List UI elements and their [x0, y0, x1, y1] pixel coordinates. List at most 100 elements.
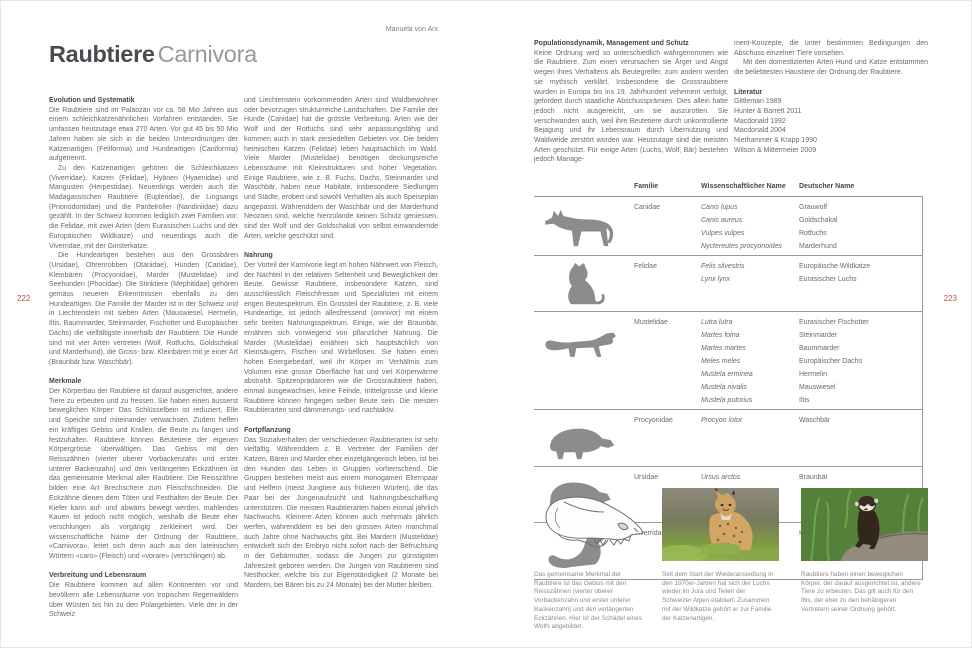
german-name-cell: Europäische Wildkatze Eurasischer Luchs [799, 260, 922, 309]
literature-entry: Niethammer & Krapp 1990 [734, 137, 817, 145]
species-german-name: Europäischer Dachs [799, 358, 863, 366]
species-scientific-name: Lynx lynx [701, 276, 731, 283]
body-paragraph: Der Vorteil der Karnivorie liegt im hohe… [244, 261, 438, 415]
cat-silhouette [534, 260, 634, 309]
species-scientific-name: Nyctereutes procyonoides [701, 243, 782, 250]
species-scientific-name: Canis aureus [701, 217, 743, 224]
left-page-column-2: und Liechtenstein vorkommenden Arten sin… [244, 96, 438, 591]
species-german-name: Rotfuchs [799, 230, 827, 237]
right-page-column-1: Populationsdynamik, Management und Schut… [534, 39, 728, 165]
body-paragraph: und Liechtenstein vorkommenden Arten sin… [244, 97, 438, 240]
caption-skull: Das gemeinsame Merkmal der Raubtiere ist… [534, 571, 642, 631]
species-german-name: Marderhund [799, 243, 837, 250]
table-body: Canidae Canis lupus Canis aureus Vulpes vul… [534, 196, 923, 580]
species-scientific-name: Procyon lotor [701, 417, 743, 425]
page-number-left: 222 [17, 294, 31, 303]
section-heading: Evolution und Systematik [49, 97, 135, 104]
species-scientific-name: Lutra lutra [701, 319, 733, 327]
scientific-name-cell: Felis silvestris Lynx lynx [701, 260, 799, 309]
german-name-cell: Eurasischer Fischotter Steinmarder Baummar… [799, 316, 922, 407]
species-scientific-name: Mustela putorius [701, 397, 753, 405]
table-group-mustelidae: Mustelidae Lutra lutra Martes foina Martes … [534, 311, 922, 409]
literature-entry: Wilson & Mittermeier 2009 [734, 146, 817, 154]
german-name-cell: Grauwolf Goldschakal Rotfuchs Marderhund [799, 201, 922, 253]
left-page-column-1: Evolution und Systematik Die Raubtiere si… [49, 96, 238, 620]
familie-cell: Mustelidae [634, 319, 668, 327]
species-scientific-name: Vulpes vulpes [701, 230, 745, 237]
page-number-right: 223 [943, 294, 957, 303]
table-header-row: Familie Wissenschaftlicher Name Deutsche… [534, 183, 923, 196]
body-paragraph: Die Raubtiere kommen auf allen Kontinent… [49, 582, 238, 619]
species-german-name: Waschbär [799, 417, 831, 425]
section-heading: Literatur [734, 88, 763, 96]
table-group-canidae: Canidae Canis lupus Canis aureus Vulpes vul… [534, 196, 922, 255]
species-scientific-name: Mustela erminea [701, 371, 753, 379]
genet-silhouette [534, 527, 634, 576]
literature-entry: Hunter & Barrett 2011 [734, 107, 802, 115]
iltis-photo [801, 488, 928, 561]
right-page-column-2: ment-Konzepte, die unter bestimmten Bedi… [734, 39, 928, 155]
german-name-cell: Waschbär [799, 414, 922, 463]
scientific-name-cell: Procyon lotor [701, 414, 799, 463]
species-scientific-name: Meles meles [701, 358, 741, 366]
caption-lynx: Seit dem Start der Wiederansiedlung in d… [662, 571, 774, 622]
author-name: Manuela von Arx [385, 26, 438, 33]
scientific-name-cell: Canis lupus Canis aureus Vulpes vulpes Nyct… [701, 201, 799, 253]
page-title: Raubtiere Carnivora [49, 41, 257, 67]
body-paragraph: Die Raubtiere sind im Paläozän vor ca. 5… [49, 106, 238, 163]
caption-iltis: Raubtiere haben einen beweglichen Körper… [801, 571, 921, 613]
species-german-name: Europäische Wildkatze [799, 263, 871, 270]
familie-cell: Canidae [634, 204, 661, 211]
species-scientific-name: Ursus arctos [701, 473, 741, 481]
species-german-name: Goldschakal [799, 217, 838, 224]
carnivore-family-table: Familie Wissenschaftlicher Name Deutsche… [534, 183, 923, 580]
species-german-name: Hermelin [799, 371, 828, 379]
familie-cell: Viverridae [634, 530, 666, 538]
table-header-wissenschaftlicher-name: Wissenschaftlicher Name [701, 183, 786, 190]
species-scientific-name: Martes foina [701, 332, 740, 340]
species-german-name: Eurasischer Luchs [799, 276, 857, 283]
body-paragraph: Das Sozialverhalten der verschiedenen Ra… [244, 436, 438, 590]
section-heading: Merkmale [49, 378, 82, 386]
marten-silhouette [534, 316, 634, 407]
familie-cell: Procyonidae [634, 417, 673, 425]
species-german-name: Steinmarder [799, 332, 838, 340]
familie-cell: Felidae [634, 263, 657, 270]
species-scientific-name: Canis lupus [701, 204, 738, 211]
species-german-name: Iltis [799, 397, 810, 405]
scientific-name-cell: Ursus arctos [701, 471, 799, 520]
section-heading: Fortpflanzung [244, 426, 291, 434]
table-group-felidae: Felidae Felis silvestris Lynx lynx Europäis… [534, 255, 922, 311]
page-title-german: Raubtiere [49, 41, 155, 67]
species-german-name: Eurasischer Fischotter [799, 319, 869, 327]
lynx-photo [662, 488, 779, 561]
section-heading: Nahrung [244, 252, 273, 260]
literature-entry: Gittleman 1989 [734, 98, 782, 106]
literature-entry: Macdonald 1992 [734, 117, 786, 125]
table-header-deutscher-name: Deutscher Name [799, 183, 855, 190]
section-heading: Populationsdynamik, Management und Schut… [534, 40, 689, 47]
raccoon-silhouette [534, 414, 634, 463]
wolf-silhouette [534, 201, 634, 253]
body-paragraph: Der Körperbau der Raubtiere ist darauf a… [49, 388, 238, 561]
familie-cell: Ursidae [634, 473, 659, 481]
table-group-procyonidae: Procyonidae Procyon lotor Waschbär [534, 409, 922, 465]
body-paragraph: ment-Konzepte, die unter bestimmten Bedi… [734, 40, 928, 57]
table-header-familie: Familie [634, 183, 659, 190]
german-name-cell: Braunbär [799, 471, 922, 520]
species-german-name: Mauswiesel [799, 384, 836, 392]
species-german-name: Baummarder [799, 345, 840, 353]
species-scientific-name: Felis silvestris [701, 263, 745, 270]
species-german-name: Braunbär [799, 473, 828, 481]
body-paragraph: Keine Ordnung wird so unterschiedlich wa… [534, 49, 728, 164]
body-paragraph: Mit den domestizierten Arten Hund und Ka… [734, 59, 928, 77]
wolf-skull-illustration [534, 488, 652, 563]
body-paragraph: Zu den Katzenartigen gehören die Schleic… [49, 164, 238, 250]
table-header-spacer [534, 183, 634, 190]
body-paragraph: Die Hundeartigen bestehen aus den Grossb… [49, 252, 238, 366]
page-title-latin: Carnivora [157, 41, 257, 67]
species-german-name: Grauwolf [799, 204, 828, 211]
section-heading: Verbreitung und Lebensraum [49, 572, 147, 580]
species-scientific-name: Mustela nivalis [701, 384, 747, 392]
